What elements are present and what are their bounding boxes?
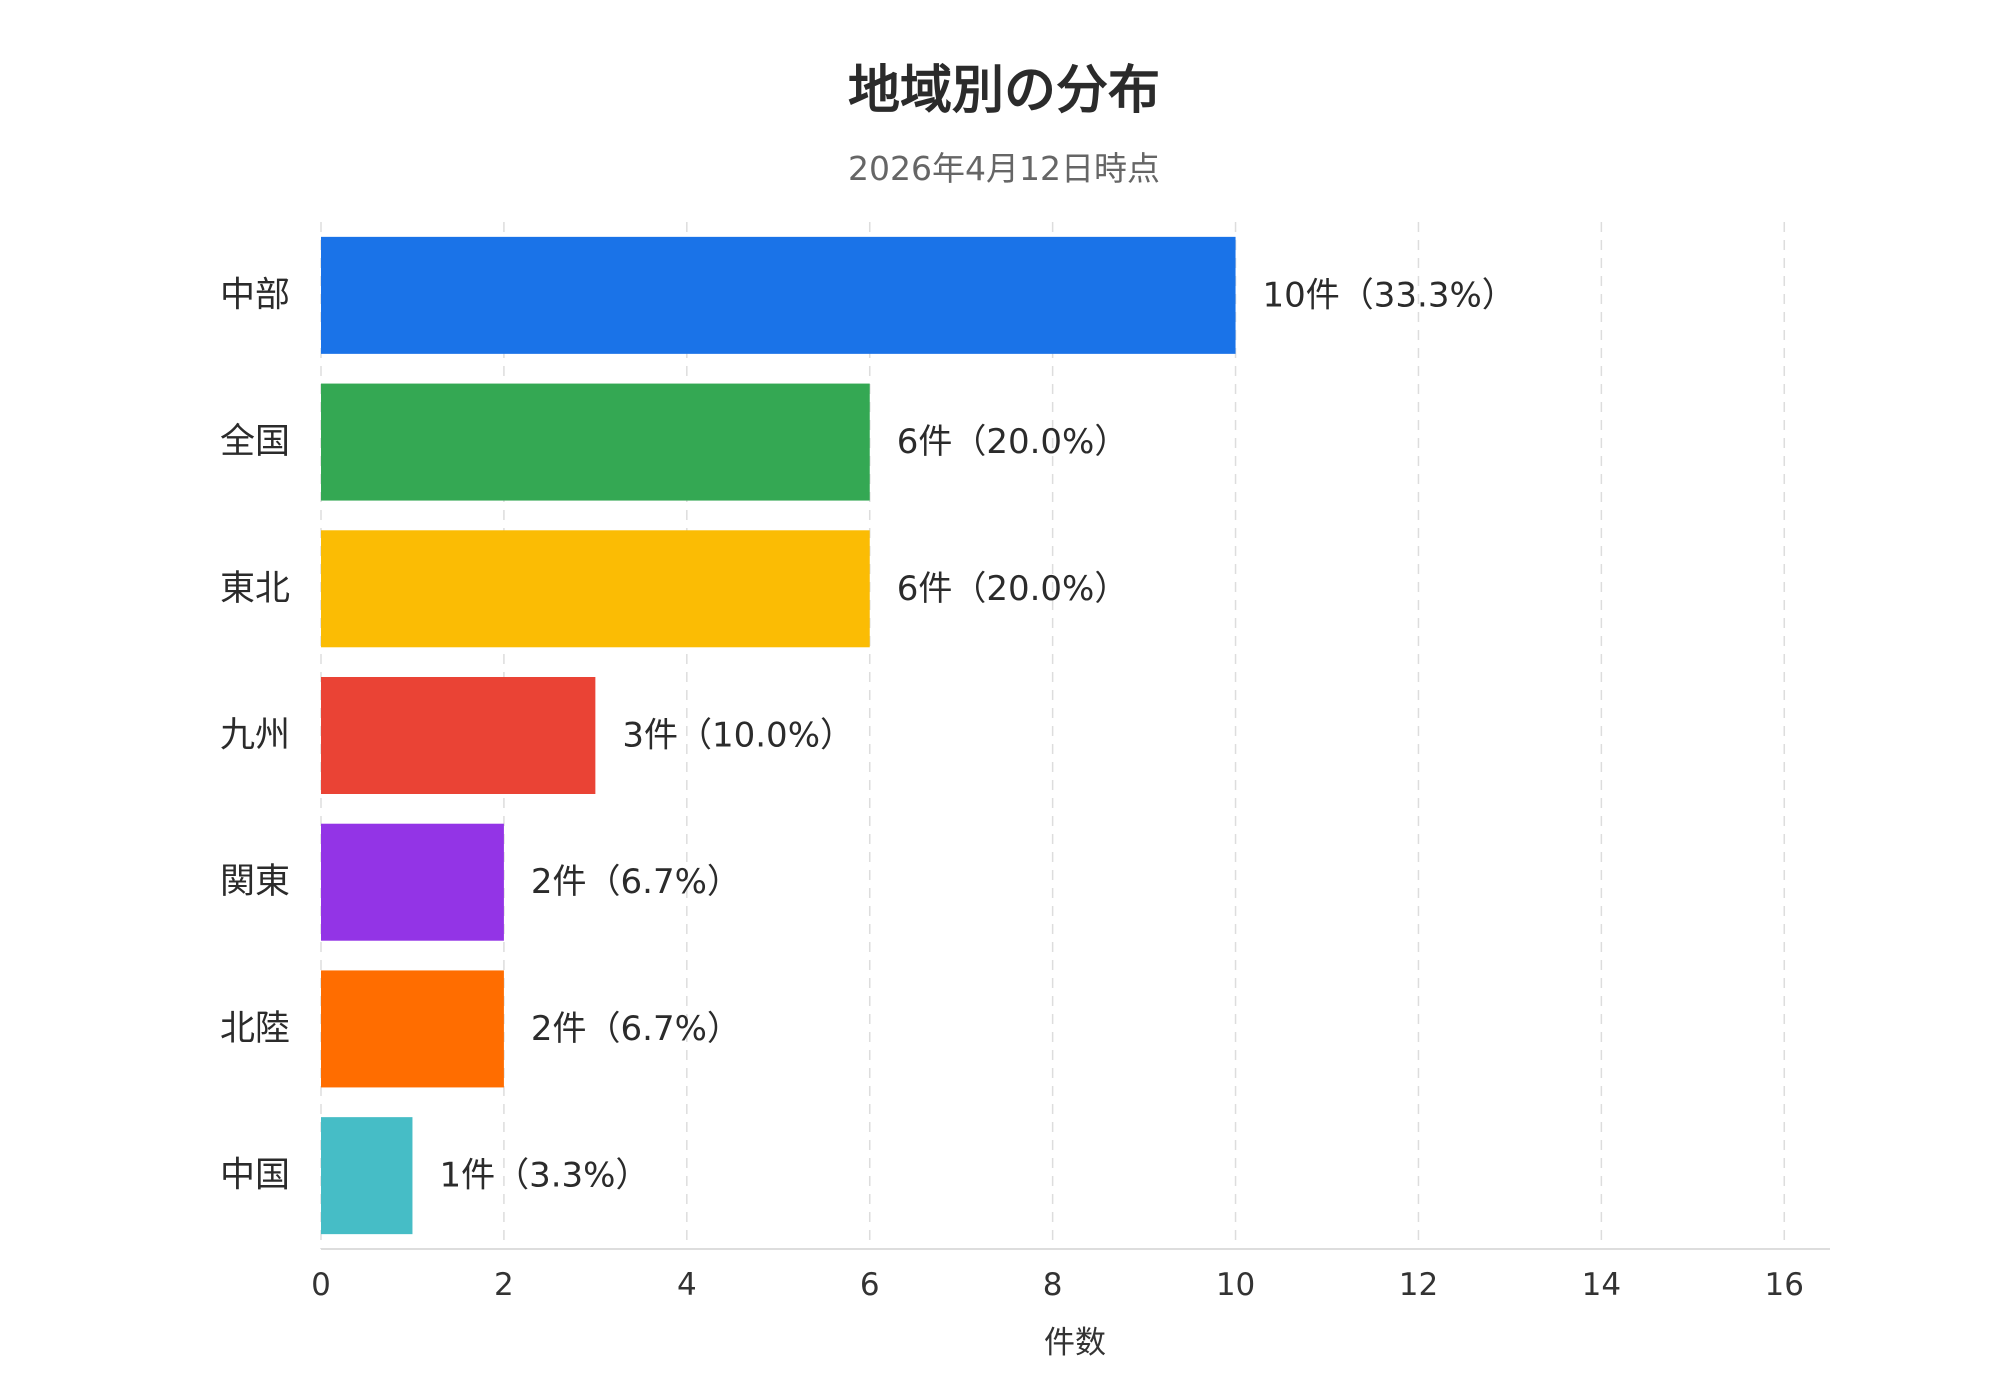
bars (321, 236, 1236, 1235)
x-tick-label-0: 0 (311, 1267, 331, 1303)
category-label-1: 全国 (220, 422, 290, 462)
x-tick-labels: 0 2 4 6 8 10 12 14 16 (311, 1267, 1804, 1303)
bar-2[interactable] (321, 530, 870, 648)
x-tick-label-4: 8 (1043, 1267, 1063, 1303)
category-label-4: 関東 (220, 862, 290, 902)
bar-4[interactable] (321, 823, 504, 941)
chart-subtitle: 2026年4月12日時点 (848, 149, 1160, 188)
bar-5[interactable] (321, 970, 504, 1088)
bar-3[interactable] (321, 677, 596, 794)
category-label-6: 中国 (220, 1156, 290, 1196)
bar-0[interactable] (321, 236, 1236, 354)
category-label-5: 北陸 (220, 1009, 290, 1049)
x-tick-label-2: 4 (677, 1267, 697, 1303)
data-label-3: 3件（10.0%） (622, 716, 854, 756)
data-label-4: 2件（6.7%） (531, 862, 741, 902)
data-label-0: 10件（33.3%） (1263, 275, 1516, 315)
data-label-1: 6件（20.0%） (897, 422, 1129, 462)
x-tick-label-3: 6 (860, 1267, 880, 1303)
data-label-5: 2件（6.7%） (531, 1009, 741, 1049)
data-labels: 10件（33.3%） 6件（20.0%） 6件（20.0%） 3件（10.0%） 2件（… (439, 275, 1515, 1195)
x-tick-label-1: 2 (494, 1267, 514, 1303)
bar-6[interactable] (321, 1117, 413, 1235)
chart-title: 地域別の分布 (848, 61, 1160, 121)
data-label-6: 1件（3.3%） (439, 1156, 649, 1196)
x-tick-label-6: 12 (1399, 1267, 1438, 1303)
x-axis-title: 件数 (1044, 1325, 1106, 1361)
category-label-3: 九州 (220, 716, 290, 756)
bar-1[interactable] (321, 383, 870, 501)
x-tick-label-5: 10 (1216, 1267, 1255, 1303)
x-tick-label-7: 14 (1582, 1267, 1621, 1303)
category-label-2: 東北 (220, 569, 290, 609)
data-label-2: 6件（20.0%） (897, 569, 1129, 609)
category-label-0: 中部 (220, 275, 290, 315)
x-tick-label-8: 16 (1765, 1267, 1804, 1303)
